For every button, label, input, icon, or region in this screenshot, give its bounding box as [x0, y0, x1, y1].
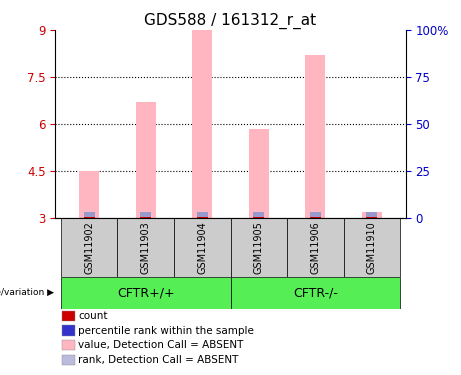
Bar — [62, 310, 75, 321]
Bar — [305, 55, 325, 218]
Bar — [310, 217, 321, 218]
Bar — [79, 171, 99, 218]
Bar — [62, 340, 75, 351]
Bar — [118, 218, 174, 276]
Bar — [343, 218, 400, 276]
Text: GSM11910: GSM11910 — [367, 221, 377, 273]
Bar — [310, 212, 321, 218]
Bar — [136, 102, 156, 218]
Text: count: count — [78, 311, 107, 321]
Bar — [230, 218, 287, 276]
Text: GSM11905: GSM11905 — [254, 221, 264, 274]
Text: genotype/variation ▶: genotype/variation ▶ — [0, 288, 54, 297]
Bar — [362, 211, 382, 218]
Bar — [140, 212, 151, 218]
Text: value, Detection Call = ABSENT: value, Detection Call = ABSENT — [78, 340, 243, 350]
Bar — [197, 212, 208, 218]
Text: CFTR+/+: CFTR+/+ — [117, 286, 175, 299]
Text: GSM11902: GSM11902 — [84, 221, 94, 274]
Bar — [197, 217, 208, 218]
Bar — [61, 218, 118, 276]
Bar — [62, 355, 75, 365]
Bar — [84, 217, 95, 218]
Text: GSM11903: GSM11903 — [141, 221, 151, 273]
Bar — [192, 30, 212, 218]
Text: percentile rank within the sample: percentile rank within the sample — [78, 326, 254, 336]
Text: rank, Detection Call = ABSENT: rank, Detection Call = ABSENT — [78, 355, 238, 365]
Bar — [61, 276, 230, 309]
Bar — [253, 217, 264, 218]
Bar — [174, 218, 230, 276]
Bar — [366, 217, 377, 218]
Bar — [84, 212, 95, 218]
Bar — [140, 217, 151, 218]
Bar — [366, 212, 377, 218]
Text: GSM11904: GSM11904 — [197, 221, 207, 273]
Text: GSM11906: GSM11906 — [310, 221, 320, 273]
Text: CFTR-/-: CFTR-/- — [293, 286, 338, 299]
Bar — [249, 129, 269, 218]
Bar — [230, 276, 400, 309]
Bar — [253, 212, 264, 218]
Bar — [287, 218, 343, 276]
Bar — [62, 325, 75, 336]
Title: GDS588 / 161312_r_at: GDS588 / 161312_r_at — [144, 12, 317, 28]
